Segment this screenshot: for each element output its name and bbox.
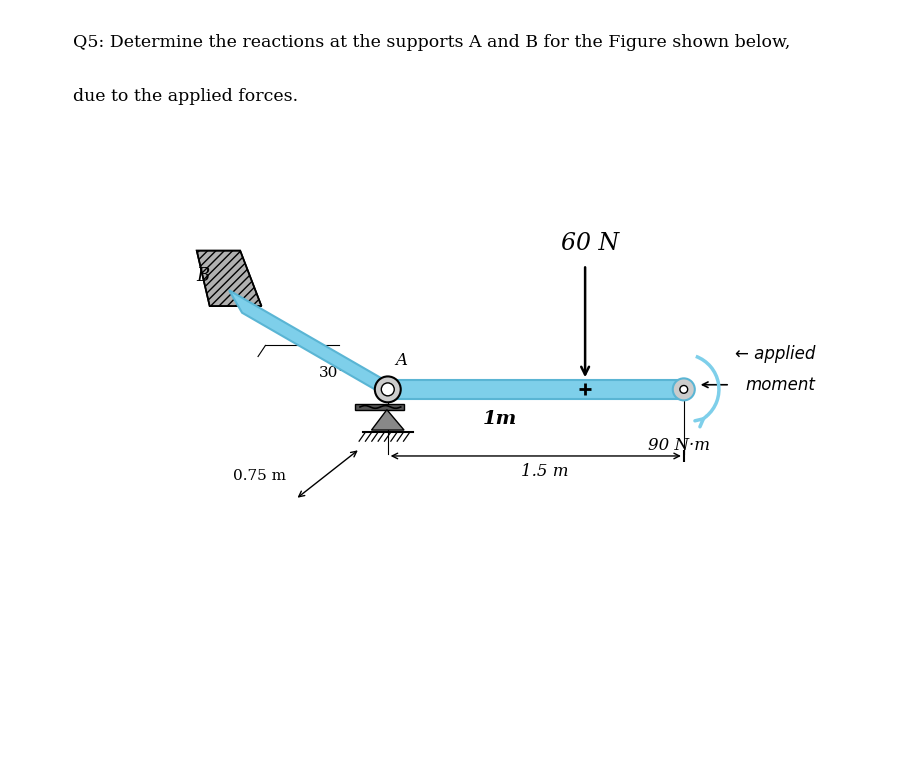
Text: 0.75 m: 0.75 m bbox=[233, 469, 286, 484]
Polygon shape bbox=[355, 404, 404, 410]
Circle shape bbox=[382, 383, 394, 396]
Polygon shape bbox=[229, 290, 394, 400]
Polygon shape bbox=[372, 410, 404, 430]
Text: 60 N: 60 N bbox=[561, 232, 619, 255]
Text: due to the applied forces.: due to the applied forces. bbox=[73, 88, 299, 105]
Text: A: A bbox=[395, 352, 407, 369]
Text: moment: moment bbox=[746, 376, 815, 393]
Text: Q5: Determine the reactions at the supports A and B for the Figure shown below,: Q5: Determine the reactions at the suppo… bbox=[73, 34, 791, 51]
Circle shape bbox=[673, 378, 695, 400]
Text: 90 N·m: 90 N·m bbox=[648, 438, 710, 455]
Polygon shape bbox=[388, 380, 684, 399]
Circle shape bbox=[375, 377, 401, 403]
Text: ← applied: ← applied bbox=[735, 345, 815, 363]
Text: 1.5 m: 1.5 m bbox=[521, 464, 569, 481]
Text: 1m: 1m bbox=[483, 410, 518, 428]
Text: B: B bbox=[196, 267, 210, 285]
Circle shape bbox=[680, 386, 687, 393]
Polygon shape bbox=[196, 251, 261, 306]
Text: 30°: 30° bbox=[319, 366, 346, 380]
